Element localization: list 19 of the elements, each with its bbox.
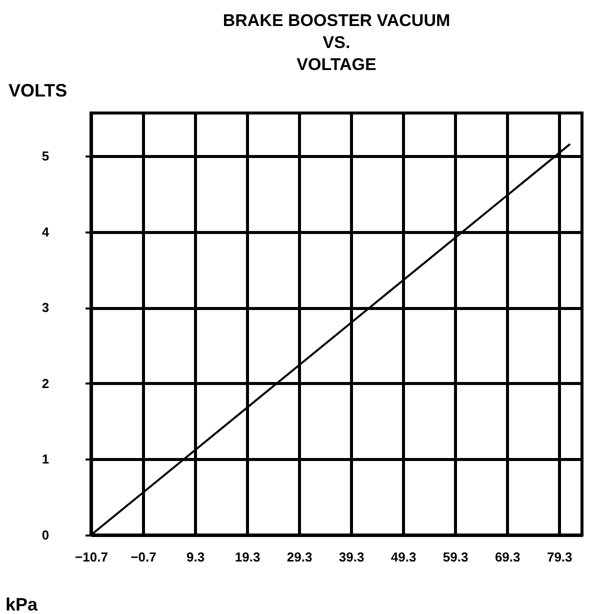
x-tick-label: 39.3 <box>338 550 364 564</box>
y-tick-label: 2 <box>42 376 50 391</box>
chart-title: BRAKE BOOSTER VACUUM VS. VOLTAGE <box>222 11 450 74</box>
x-tick-label: 79.3 <box>546 550 572 564</box>
x-tick-label: 59.3 <box>442 550 468 564</box>
y-tick-label: 4 <box>42 224 50 240</box>
y-axis-title: VOLTS <box>8 80 68 100</box>
x-tick-label: 49.3 <box>390 550 416 564</box>
x-tick-label: 69.3 <box>494 550 520 564</box>
y-tick-label: 5 <box>42 148 50 164</box>
y-tick-label: 1 <box>42 452 50 467</box>
x-axis-title: kPa <box>6 594 39 614</box>
x-tick-label: −10.7 <box>75 550 108 564</box>
x-tick-label: 29.3 <box>286 550 312 564</box>
y-tick-label: 3 <box>42 300 50 316</box>
x-tick-label: 9.3 <box>186 550 205 564</box>
y-tick-label: 0 <box>42 528 50 542</box>
x-tick-label: −0.7 <box>130 550 156 564</box>
x-tick-label: 19.3 <box>234 550 260 564</box>
